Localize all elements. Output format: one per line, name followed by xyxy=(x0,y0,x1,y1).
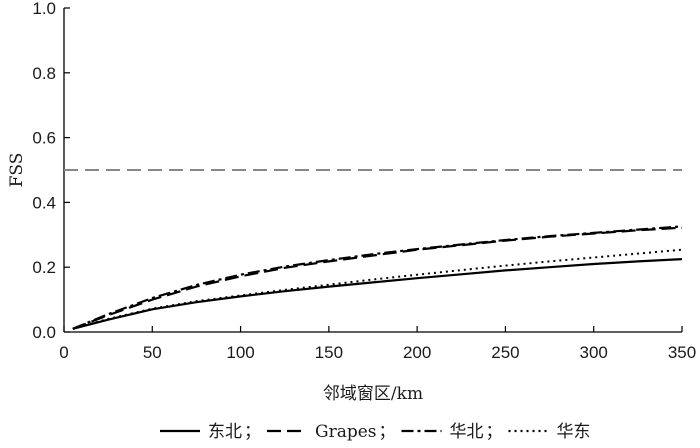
series-group xyxy=(72,225,683,330)
legend-label-1: Grapes xyxy=(315,422,377,442)
y-tick-label: 0.8 xyxy=(32,64,56,83)
legend-label-0: 东北 xyxy=(208,422,242,442)
series-line-3 xyxy=(72,248,683,330)
y-axis-title: FSS xyxy=(7,153,27,188)
x-tick-label: 300 xyxy=(580,343,608,362)
y-tick-label: 0.4 xyxy=(32,193,56,212)
x-tick-label: 50 xyxy=(143,343,162,362)
y-tick-label: 0.2 xyxy=(32,258,56,277)
x-tick-label: 150 xyxy=(315,343,343,362)
legend: 东北； Grapes；华北；华东 xyxy=(160,422,591,442)
y-tick-label: 1.0 xyxy=(32,0,56,18)
legend-label-2: 华北 xyxy=(450,422,484,442)
series-line-1 xyxy=(72,226,683,330)
x-tick-label: 0 xyxy=(59,343,68,362)
legend-separator: ； xyxy=(244,422,261,442)
legend-separator: ； xyxy=(379,422,396,442)
x-tick-label: 350 xyxy=(668,343,696,362)
legend-label-3: 华东 xyxy=(557,422,591,442)
x-axis-title: 邻域窗区/km xyxy=(323,384,423,404)
y-tick-label: 0.0 xyxy=(32,323,56,342)
x-tick-label: 100 xyxy=(226,343,254,362)
x-tick-label: 250 xyxy=(491,343,519,362)
axes: 0.0 0.2 0.4 0.6 0.8 1.0 0 50 100 150 200 250 300 350 xyxy=(32,0,696,362)
y-tick-label: 0.6 xyxy=(32,129,56,148)
legend-separator: ； xyxy=(486,422,503,442)
x-tick-label: 200 xyxy=(403,343,431,362)
series-line-2 xyxy=(72,225,683,330)
